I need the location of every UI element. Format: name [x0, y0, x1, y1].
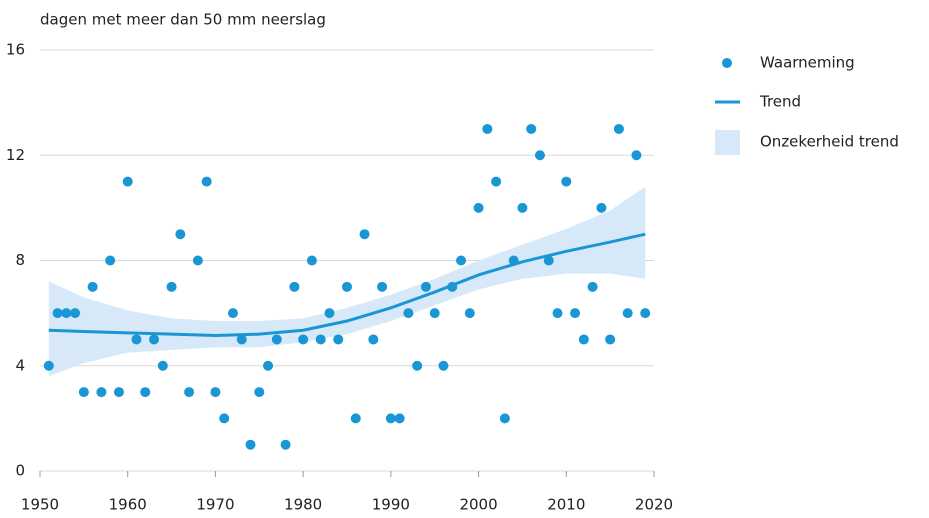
data-point [420, 281, 431, 292]
data-point [201, 176, 212, 187]
data-point [78, 387, 89, 398]
data-point [271, 334, 282, 345]
data-point [456, 255, 467, 266]
data-point [412, 360, 423, 371]
data-point [280, 439, 291, 450]
data-point [192, 255, 203, 266]
data-point [587, 281, 598, 292]
data-point [333, 334, 344, 345]
data-point [149, 334, 160, 345]
data-point [236, 334, 247, 345]
data-point [157, 360, 168, 371]
data-point [254, 387, 265, 398]
data-point [482, 123, 493, 134]
legend-symbol [715, 130, 740, 155]
data-point [561, 176, 572, 187]
data-point [306, 255, 317, 266]
data-point [508, 255, 519, 266]
points [43, 123, 651, 450]
x-tick-label: 1970 [196, 496, 234, 514]
data-point [403, 308, 414, 319]
data-point [131, 334, 142, 345]
data-point [385, 413, 396, 424]
legend-label: Waarneming [760, 54, 855, 72]
data-point [342, 281, 352, 292]
data-point [61, 308, 72, 319]
data-point [464, 308, 475, 319]
bands [48, 186, 646, 377]
x-tick-label: 2020 [635, 496, 673, 514]
data-point [105, 255, 116, 266]
data-point [368, 334, 379, 345]
trend-line [48, 232, 646, 337]
data-point [166, 281, 177, 292]
lines [48, 232, 646, 337]
data-point [289, 281, 300, 292]
legend-label: Onzekerheid trend [760, 133, 899, 151]
data-point [605, 334, 616, 345]
y-tick-label: 4 [15, 356, 25, 374]
data-point [227, 308, 238, 319]
data-point [298, 334, 309, 345]
data-point [315, 334, 326, 345]
data-point [438, 360, 449, 371]
data-point [245, 439, 256, 450]
data-point [622, 308, 633, 319]
y-tick-label: 12 [6, 146, 25, 164]
data-point [447, 281, 458, 292]
data-point [210, 387, 221, 398]
data-point [359, 229, 370, 240]
data-point [552, 308, 563, 319]
data-point [640, 308, 651, 319]
x-tick-label: 1960 [109, 496, 147, 514]
data-point [578, 334, 589, 345]
data-point [122, 176, 133, 187]
data-point [87, 281, 98, 292]
y-axis-title: dagen met meer dan 50 mm neerslag [40, 11, 326, 29]
data-point [52, 308, 63, 319]
y-tick-label: 16 [6, 41, 25, 59]
data-point [219, 413, 230, 424]
data-point [526, 123, 537, 134]
data-point [377, 281, 388, 292]
data-point [184, 387, 195, 398]
uncertainty-band [48, 186, 646, 377]
data-point [473, 202, 484, 213]
data-point [543, 255, 554, 266]
x-tick-label: 2010 [547, 496, 585, 514]
legend-symbol [722, 58, 732, 68]
x-tick-label: 1950 [21, 496, 59, 514]
data-point [499, 413, 510, 424]
data-point [263, 360, 274, 371]
data-point [534, 150, 545, 161]
data-point [43, 360, 54, 371]
data-point [113, 387, 124, 398]
y-tick-label: 8 [15, 251, 25, 269]
data-point [70, 308, 81, 319]
data-point [613, 123, 624, 134]
y-tick-label: 0 [15, 462, 25, 480]
data-point [96, 387, 107, 398]
data-point [429, 308, 440, 319]
grid [39, 49, 655, 477]
x-tick-label: 1980 [284, 496, 322, 514]
data-point [324, 308, 335, 319]
data-point [596, 202, 607, 213]
data-point [350, 413, 361, 424]
data-point [631, 150, 642, 161]
x-tick-label: 2000 [459, 496, 497, 514]
legend-label: Trend [759, 93, 801, 111]
data-point [140, 387, 151, 398]
data-point [570, 308, 581, 319]
data-point [175, 229, 186, 240]
data-point [394, 413, 405, 424]
data-point [491, 176, 502, 187]
x-tick-label: 1990 [372, 496, 410, 514]
data-point [517, 202, 528, 213]
